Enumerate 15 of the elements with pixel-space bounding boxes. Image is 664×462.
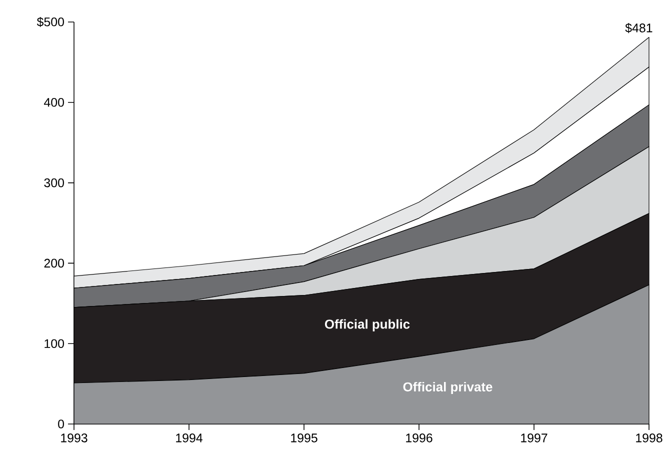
y-tick-label: 400 bbox=[44, 98, 64, 107]
y-tick-label: 100 bbox=[44, 339, 64, 348]
y-tick-label: 0 bbox=[58, 420, 64, 428]
y-tick-label: $500 bbox=[36, 16, 64, 28]
y-tick-label: 200 bbox=[44, 258, 64, 268]
x-tick-label: 1994 bbox=[176, 434, 202, 442]
x-tick-label: 1996 bbox=[406, 434, 432, 442]
x-tick-label: 1998 bbox=[636, 434, 662, 442]
x-tick-label: 1995 bbox=[291, 434, 318, 442]
x-tick-label: 1997 bbox=[521, 434, 548, 442]
series-label: Official public bbox=[324, 319, 410, 332]
y-tick-label: 300 bbox=[44, 178, 64, 188]
series-label: Official private bbox=[403, 382, 492, 394]
annotation: $481 bbox=[625, 22, 652, 34]
x-tick-label: 1993 bbox=[61, 434, 88, 442]
